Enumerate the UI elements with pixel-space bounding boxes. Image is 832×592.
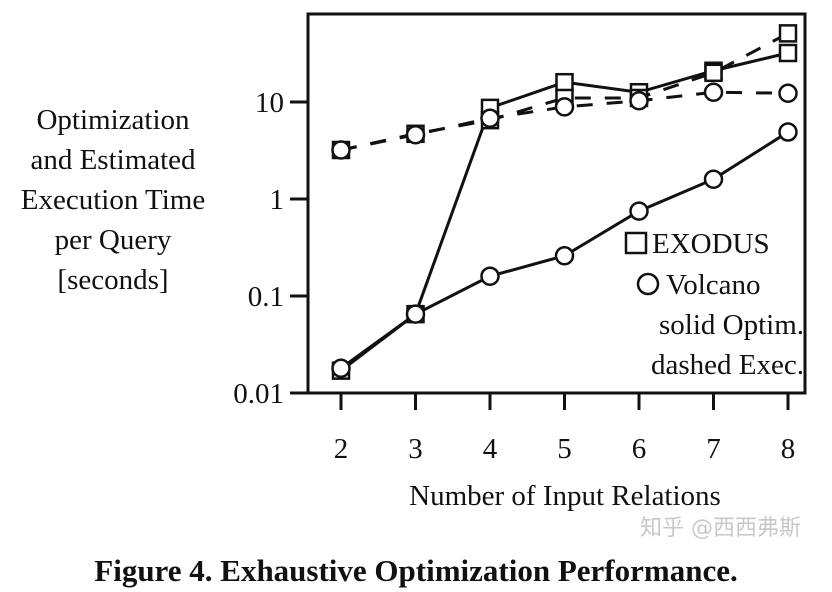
data-point-circle	[554, 245, 575, 266]
x-tick-label: 7	[706, 433, 721, 465]
data-point-square	[555, 72, 574, 92]
data-point-circle	[405, 124, 426, 145]
data-point-circle	[331, 140, 351, 160]
data-point-circle	[554, 97, 575, 117]
data-point-circle	[778, 83, 798, 104]
legend-dashed: dashed Exec.	[651, 349, 804, 381]
y-label-line: Optimization	[36, 104, 190, 136]
legend-volcano: Volcano	[666, 269, 761, 301]
x-tick-label: 3	[408, 433, 423, 465]
plot-frame	[306, 12, 807, 395]
x-tick-label: 6	[632, 433, 647, 465]
legend-circle-icon	[636, 272, 660, 296]
data-point-circle	[629, 201, 649, 221]
y-tick-label: 1	[270, 184, 285, 216]
y-label-line: [seconds]	[57, 264, 169, 296]
legend-solid: solid Optim.	[659, 309, 804, 341]
y-label-line: Execution Time	[20, 184, 206, 216]
x-axis-label: Number of Input Relations	[409, 480, 721, 512]
y-axis-label: Optimization and Estimated Execution Tim…	[0, 100, 226, 300]
x-tick-label: 2	[334, 433, 349, 465]
data-point-square	[778, 43, 798, 63]
x-tick-label: 5	[557, 433, 572, 465]
data-point-circle	[703, 82, 724, 103]
data-point-square	[778, 24, 798, 43]
data-point-circle	[405, 304, 426, 324]
data-point-square	[704, 63, 723, 83]
legend: EXODUS Volcano solid Optim. dashed Exec.	[624, 228, 804, 381]
y-tick-label: 0.1	[248, 281, 284, 313]
data-point-circle	[629, 91, 649, 111]
data-point-circle	[778, 122, 798, 142]
y-tick-label: 10	[255, 87, 284, 119]
x-tick-label: 4	[483, 433, 498, 465]
y-label-line: per Query	[54, 224, 172, 256]
legend-square-icon	[624, 231, 648, 255]
data-point-circle	[703, 169, 724, 189]
data-point-circle	[480, 266, 500, 286]
legend-exodus: EXODUS	[652, 228, 770, 260]
data-point-circle	[480, 108, 500, 128]
y-label-line: and Estimated	[30, 144, 196, 176]
y-tick-label: 0.01	[233, 378, 284, 410]
watermark: 知乎 @西西弗斯	[640, 516, 801, 541]
x-tick-label: 8	[781, 433, 796, 465]
figure-caption: Figure 4. Exhaustive Optimization Perfor…	[94, 553, 738, 588]
data-point-circle	[331, 358, 351, 378]
